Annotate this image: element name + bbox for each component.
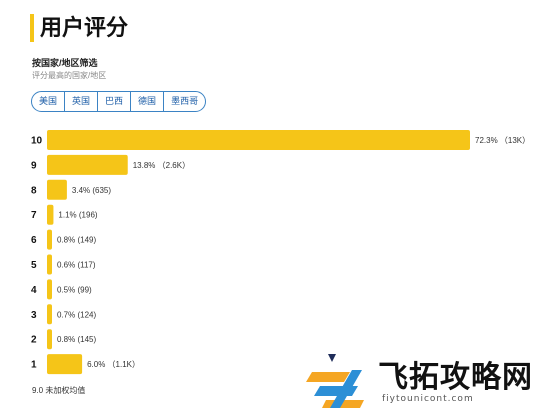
rating-label-9: 9	[31, 160, 37, 171]
rating-label-5: 5	[31, 260, 37, 271]
value-label-10: 72.3% （13K）	[475, 136, 530, 145]
rating-label-2: 2	[31, 335, 37, 346]
value-label-9: 13.8% （2.6K）	[133, 161, 190, 170]
title-accent-bar	[30, 14, 34, 42]
bar-rating-3	[47, 304, 52, 325]
country-filter-chips: 美国 英国 巴西 德国 墨西哥	[31, 91, 207, 112]
chip-mexico[interactable]: 墨西哥	[171, 96, 199, 106]
value-label-2: 0.8% (145)	[57, 335, 96, 344]
value-label-5: 0.6% (117)	[57, 261, 96, 270]
watermark-text: 飞拓攻略网	[378, 360, 533, 395]
value-label-6: 0.8% (149)	[57, 236, 96, 245]
rating-label-4: 4	[31, 285, 37, 296]
watermark: 飞拓攻略网 fiytounicont.com	[306, 350, 550, 413]
page-title: 用户评分	[40, 15, 129, 40]
bar-rating-7	[47, 204, 54, 225]
filter-label: 按国家/地区筛选	[32, 58, 98, 68]
bar-rating-6	[47, 229, 52, 250]
value-label-7: 1.1% (196)	[58, 211, 97, 220]
bar-rating-10	[47, 130, 470, 150]
bar-rating-4	[47, 279, 52, 300]
unweighted-mean-note: 9.0 未加权均值	[32, 386, 86, 395]
value-label-3: 0.7% (124)	[57, 310, 96, 319]
watermark-url: fiytounicont.com	[382, 394, 474, 404]
chip-germany[interactable]: 德国	[131, 92, 165, 111]
rating-label-8: 8	[31, 185, 37, 196]
value-label-1: 6.0% （1.1K）	[87, 360, 140, 369]
rating-label-1: 1	[31, 360, 37, 371]
rating-label-6: 6	[31, 235, 37, 246]
chip-usa[interactable]: 美国	[32, 92, 66, 111]
value-label-8: 3.4% (635)	[72, 186, 111, 195]
filter-sublabel: 评分最高的国家/地区	[32, 71, 107, 80]
rating-label-3: 3	[31, 310, 37, 321]
bar-rating-1	[47, 354, 83, 375]
watermark-logo-icon	[306, 354, 364, 408]
bar-rating-9	[47, 154, 128, 175]
bar-rating-5	[47, 254, 52, 275]
rating-label-10: 10	[31, 136, 43, 147]
value-label-4: 0.5% (99)	[57, 285, 92, 294]
chip-brazil[interactable]: 巴西	[98, 92, 132, 111]
rating-label-7: 7	[31, 210, 37, 221]
bar-rating-8	[47, 179, 67, 200]
bar-rating-2	[47, 329, 52, 350]
chip-uk[interactable]: 英国	[65, 92, 99, 111]
